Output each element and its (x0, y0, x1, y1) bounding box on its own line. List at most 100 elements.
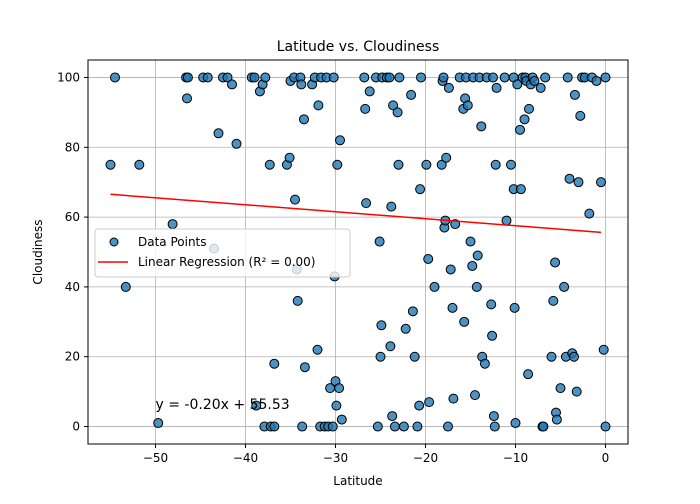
data-point (600, 421, 611, 432)
data-point (488, 411, 499, 422)
legend-label-regression: Linear Regression (R² = 0.00) (138, 255, 315, 269)
data-point (388, 100, 399, 111)
y-tick-label: 60 (65, 210, 80, 224)
data-point (387, 411, 398, 422)
data-point (297, 421, 308, 432)
data-point (575, 110, 586, 121)
data-point (472, 250, 483, 261)
data-point (394, 72, 405, 83)
data-point (540, 72, 551, 83)
legend-label-data-points: Data Points (138, 235, 207, 249)
x-tick-label: −10 (503, 451, 528, 465)
data-point (467, 260, 478, 271)
data-point (519, 114, 530, 125)
data-point (551, 414, 562, 425)
y-tick-label: 20 (65, 350, 80, 364)
data-point (335, 135, 345, 146)
data-point (384, 72, 395, 83)
data-point (398, 421, 409, 432)
data-point (251, 400, 262, 411)
data-point (529, 75, 540, 86)
regression-line (110, 193, 602, 234)
data-point (336, 414, 347, 425)
data-point (515, 124, 525, 135)
data-point (182, 93, 192, 104)
data-point (515, 184, 526, 195)
data-point (470, 390, 480, 401)
data-point (386, 201, 397, 212)
data-point (327, 421, 338, 432)
data-point (360, 103, 371, 114)
y-tick-label: 80 (65, 140, 80, 154)
data-point (213, 128, 224, 139)
data-point (424, 397, 435, 408)
data-point (374, 236, 385, 247)
data-point (110, 72, 120, 83)
data-point (409, 351, 420, 362)
data-point (436, 159, 447, 170)
data-point (445, 264, 456, 275)
data-point (490, 159, 501, 170)
legend-box (94, 228, 351, 278)
data-point (313, 100, 324, 111)
data-point (548, 295, 559, 306)
data-point (334, 383, 345, 394)
data-point (479, 358, 490, 369)
x-tick-label: −20 (413, 451, 438, 465)
data-point (506, 159, 516, 170)
data-point (523, 369, 534, 380)
data-point (299, 114, 309, 125)
data-point (441, 152, 452, 163)
data-point (471, 281, 482, 292)
data-point (489, 421, 500, 432)
plot-frame (87, 59, 629, 445)
data-point (134, 159, 145, 170)
data-point (596, 177, 606, 188)
data-point (571, 386, 582, 397)
data-point (459, 316, 470, 327)
data-point (562, 72, 573, 83)
data-point (299, 362, 310, 373)
data-point (509, 302, 520, 313)
data-point (447, 302, 458, 313)
x-ticks: −50 −40 −30 −20 −10 0 (143, 444, 609, 465)
data-point (153, 418, 164, 429)
x-tick-label: −30 (323, 451, 348, 465)
data-points-layer (105, 72, 611, 432)
data-point (465, 236, 476, 247)
x-tick-label: −40 (233, 451, 258, 465)
data-point (222, 72, 233, 83)
data-point (392, 107, 403, 118)
data-point (535, 82, 546, 93)
data-point (448, 393, 459, 404)
data-point (407, 306, 418, 317)
data-point (227, 79, 237, 90)
y-ticks: 0 20 40 60 80 100 (57, 70, 88, 434)
data-point (564, 173, 575, 184)
chart-title: Latitude vs. Cloudiness (277, 39, 440, 55)
data-point (555, 383, 566, 394)
data-point (488, 72, 498, 83)
data-point (438, 72, 449, 83)
data-point (569, 89, 580, 100)
legend: Data Points Linear Regression (R² = 0.00… (94, 228, 351, 278)
data-point (284, 152, 295, 163)
data-point (269, 421, 280, 432)
data-point (486, 299, 497, 310)
data-point (260, 72, 271, 83)
data-point (182, 72, 193, 83)
data-point (290, 194, 300, 205)
data-point (202, 72, 213, 83)
data-point (598, 344, 609, 355)
data-point (375, 351, 386, 362)
data-point (538, 421, 549, 432)
y-tick-label: 40 (65, 280, 80, 294)
data-point (501, 215, 512, 226)
data-point (569, 351, 579, 362)
data-point (584, 208, 595, 219)
data-point (361, 198, 372, 209)
data-point (546, 351, 557, 362)
data-point (429, 281, 440, 292)
